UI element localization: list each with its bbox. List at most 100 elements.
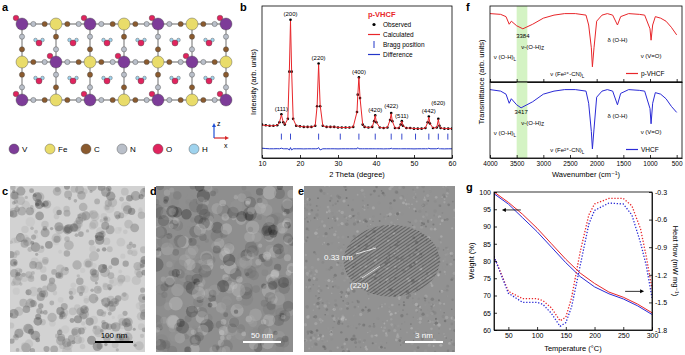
legend-symbol xyxy=(372,23,375,26)
texture xyxy=(223,254,235,266)
texture xyxy=(33,193,37,197)
texture xyxy=(140,188,145,197)
texture xyxy=(439,271,441,273)
texture xyxy=(239,256,252,269)
texture xyxy=(432,321,434,323)
texture xyxy=(336,195,339,198)
texture xyxy=(340,331,342,333)
texture xyxy=(406,313,408,315)
texture xyxy=(388,306,391,309)
texture xyxy=(221,299,232,310)
texture xyxy=(321,339,323,341)
texture xyxy=(360,223,362,225)
texture xyxy=(433,209,437,213)
texture xyxy=(319,188,322,191)
tick: 30 xyxy=(335,155,343,167)
texture xyxy=(103,216,108,221)
texture xyxy=(405,203,408,206)
texture xyxy=(451,298,454,301)
texture xyxy=(207,259,213,265)
texture xyxy=(331,227,333,229)
texture xyxy=(367,332,368,333)
texture xyxy=(412,225,413,226)
texture xyxy=(347,325,349,327)
atom xyxy=(19,85,24,90)
texture xyxy=(10,192,18,200)
texture xyxy=(123,230,128,235)
texture xyxy=(193,285,203,295)
texture xyxy=(306,315,309,318)
texture xyxy=(400,337,402,339)
legend-label: Observed xyxy=(383,21,412,28)
atom xyxy=(223,47,228,52)
texture xyxy=(407,264,409,266)
bragg-tick xyxy=(391,134,392,140)
texture xyxy=(315,269,318,272)
texture xyxy=(10,338,15,343)
atom xyxy=(104,78,110,84)
texture xyxy=(443,258,446,261)
texture xyxy=(331,292,333,294)
tick-mark xyxy=(414,155,415,158)
texture xyxy=(140,334,144,338)
figure: abcdefgVFeCNOHxz102030405060(111)(200)(2… xyxy=(0,0,685,355)
texture xyxy=(329,200,331,202)
texture xyxy=(310,283,312,285)
annotation: (420) xyxy=(368,107,382,113)
texture xyxy=(41,228,50,237)
atom xyxy=(152,18,164,30)
texture xyxy=(372,342,374,344)
annotation-text: (400) xyxy=(352,69,366,75)
texture xyxy=(380,346,383,349)
atom xyxy=(50,94,62,106)
texture xyxy=(414,219,417,222)
texture xyxy=(382,330,385,333)
texture xyxy=(367,308,370,311)
texture xyxy=(183,281,192,290)
texture xyxy=(133,262,141,270)
texture xyxy=(442,302,445,305)
texture xyxy=(419,321,422,324)
texture xyxy=(354,341,357,344)
texture xyxy=(445,316,449,320)
texture xyxy=(452,350,454,352)
texture xyxy=(304,338,307,341)
texture xyxy=(437,274,439,276)
texture xyxy=(53,187,62,196)
texture xyxy=(304,323,307,326)
texture xyxy=(397,310,399,312)
texture xyxy=(328,303,329,304)
atom xyxy=(133,97,138,102)
atom xyxy=(87,72,92,77)
texture xyxy=(382,321,383,322)
texture xyxy=(86,229,89,232)
texture xyxy=(402,186,405,189)
texture xyxy=(311,346,313,348)
texture xyxy=(451,341,453,343)
texture xyxy=(307,204,309,206)
texture xyxy=(451,277,454,280)
texture xyxy=(14,329,23,338)
texture xyxy=(10,309,19,319)
atom xyxy=(19,72,24,77)
texture xyxy=(105,200,112,207)
texture xyxy=(346,348,348,350)
panel-label: g xyxy=(466,181,473,193)
texture xyxy=(61,267,69,275)
texture xyxy=(138,323,145,330)
texture xyxy=(391,304,394,307)
atom xyxy=(42,97,47,102)
texture xyxy=(443,312,444,313)
texture xyxy=(422,203,425,206)
texture xyxy=(379,306,381,308)
texture xyxy=(308,278,311,281)
texture xyxy=(390,313,393,316)
texture xyxy=(94,286,102,294)
texture xyxy=(343,351,344,352)
texture xyxy=(304,266,307,269)
texture xyxy=(317,258,320,261)
texture xyxy=(356,230,359,233)
texture xyxy=(337,200,339,202)
texture xyxy=(121,188,129,196)
texture xyxy=(403,301,405,303)
